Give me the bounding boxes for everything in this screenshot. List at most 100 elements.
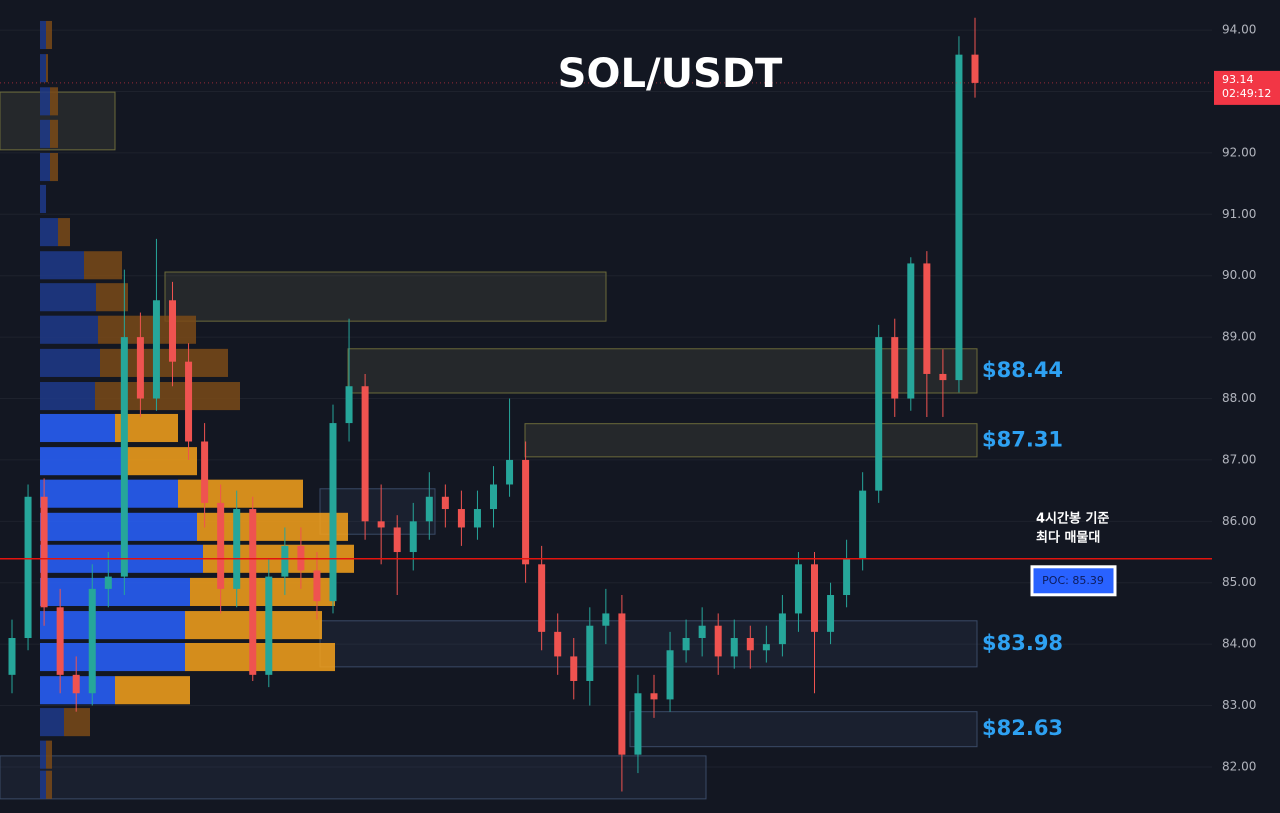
profile-sell <box>178 479 303 508</box>
profile-sell <box>46 740 52 769</box>
zone-label: $88.44 <box>982 358 1063 382</box>
poc-box <box>1030 565 1117 597</box>
poc-label: POC: 85.39 <box>1042 574 1104 587</box>
candle-body <box>169 300 176 362</box>
profile-sell <box>84 251 122 280</box>
candle-body <box>971 54 979 83</box>
candle-body <box>233 509 241 589</box>
profile-sell <box>64 708 90 737</box>
profile-buy <box>40 87 50 116</box>
candle-body <box>345 386 353 424</box>
candle-body <box>393 527 401 553</box>
profile-buy <box>40 708 64 737</box>
candle-body <box>955 54 963 381</box>
profile-buy <box>40 577 190 606</box>
profile-buy <box>40 184 46 213</box>
y-tick-label: 90.00 <box>1222 268 1256 282</box>
profile-sell <box>46 770 52 799</box>
y-tick-label: 91.00 <box>1222 207 1256 221</box>
countdown: 02:49:12 <box>1222 87 1271 100</box>
profile-sell <box>50 87 58 116</box>
candle-body <box>762 644 770 651</box>
candle-body <box>522 459 530 565</box>
y-tick-label: 94.00 <box>1222 23 1256 37</box>
candle-body <box>939 373 947 381</box>
profile-buy <box>40 447 122 476</box>
profile-sell <box>46 20 52 50</box>
candle-body <box>313 570 321 602</box>
candle-body <box>104 576 112 589</box>
zone-box <box>164 271 607 322</box>
candle-body <box>24 496 32 638</box>
profile-sell <box>122 447 197 476</box>
last-price-tag <box>1214 70 1280 105</box>
candle-body <box>56 607 64 675</box>
candle-body <box>249 509 257 675</box>
profile-buy <box>40 315 98 344</box>
profile-buy <box>40 512 197 541</box>
candle-body <box>843 558 851 596</box>
candle-body <box>409 521 417 553</box>
y-tick-label: 88.00 <box>1222 391 1256 405</box>
profile-buy <box>40 611 185 640</box>
candle-body <box>265 576 273 675</box>
candle-body <box>730 637 738 657</box>
candle-body <box>506 459 514 485</box>
candle-body <box>185 361 193 442</box>
candle-body <box>538 564 546 632</box>
profile-sell <box>115 676 190 705</box>
profile-buy <box>40 382 95 411</box>
y-tick-label: 87.00 <box>1222 452 1256 466</box>
profile-buy <box>40 283 96 312</box>
candle-body <box>650 693 658 700</box>
profile-buy <box>40 413 115 443</box>
y-tick-label: 83.00 <box>1222 698 1256 712</box>
candle-body <box>570 656 578 681</box>
candle-body <box>40 496 48 608</box>
candle-body <box>634 693 642 755</box>
profile-sell <box>96 283 128 312</box>
profile-buy <box>40 251 84 280</box>
candle-body <box>778 613 786 645</box>
candle-body <box>827 595 835 632</box>
candle-body <box>554 631 562 657</box>
profile-sell <box>185 642 335 672</box>
profile-sell <box>50 119 58 148</box>
zone-box <box>0 755 707 800</box>
chart-title: SOL/USDT <box>558 51 783 97</box>
candle-body <box>8 637 16 675</box>
zone-label: $83.98 <box>982 631 1063 655</box>
zone-box <box>319 620 978 668</box>
last-price-label: 93.14 <box>1222 73 1254 86</box>
candle-body <box>618 613 626 755</box>
y-tick-label: 85.00 <box>1222 575 1256 589</box>
candle-body <box>88 588 96 694</box>
profile-buy <box>40 20 46 50</box>
candle-body <box>794 564 802 614</box>
candle-body <box>281 545 289 577</box>
candle-body <box>859 490 867 559</box>
candle-body <box>457 509 465 528</box>
candle-body <box>907 263 915 399</box>
candle-body <box>602 613 610 626</box>
profile-buy <box>40 770 46 799</box>
zone-box <box>524 423 978 458</box>
candle-body <box>682 637 690 651</box>
candle-body <box>666 650 674 700</box>
candle-body <box>377 521 385 528</box>
profile-buy <box>40 740 46 769</box>
candle-body <box>329 423 337 602</box>
profile-buy <box>40 152 50 182</box>
candle-body <box>746 637 754 651</box>
candle-body <box>136 337 144 399</box>
profile-buy <box>40 479 178 508</box>
profile-buy <box>40 218 58 247</box>
profile-sell <box>58 218 70 247</box>
y-tick-label: 89.00 <box>1222 330 1256 344</box>
profile-sell <box>46 54 48 83</box>
profile-buy <box>40 54 46 83</box>
annotation: 4시간봉 기준 <box>1036 510 1109 526</box>
candle-body <box>217 502 225 589</box>
profile-buy <box>40 348 100 377</box>
